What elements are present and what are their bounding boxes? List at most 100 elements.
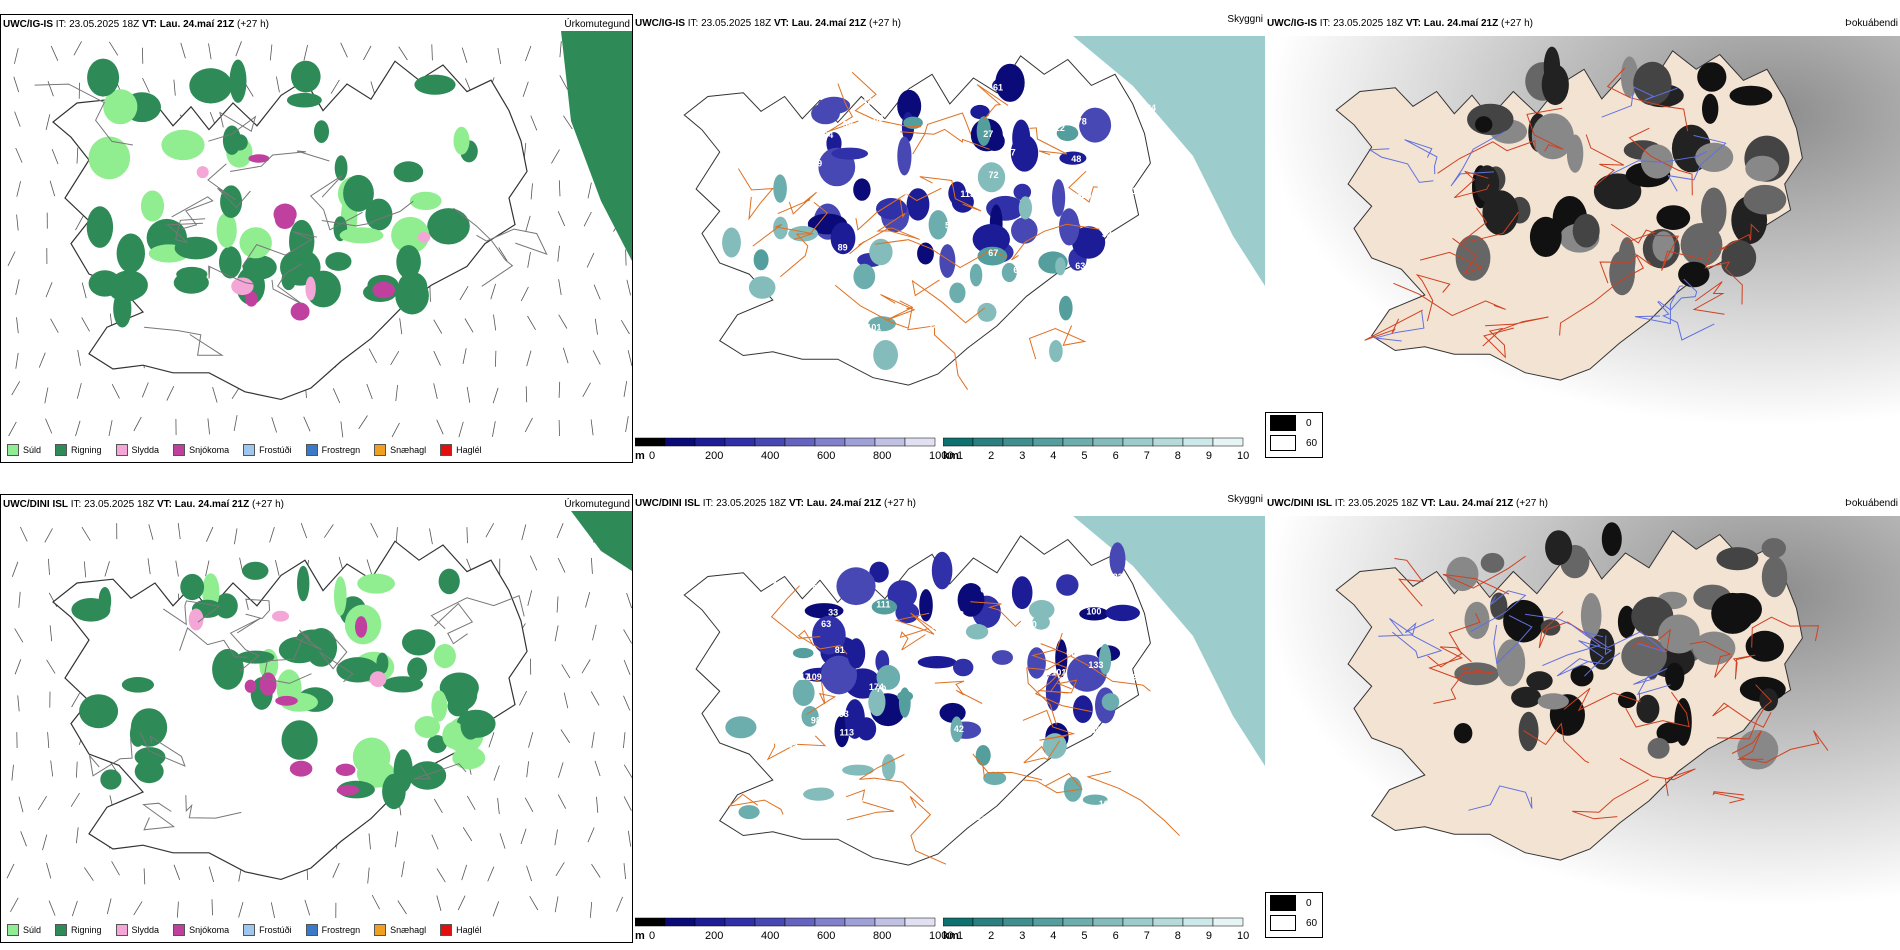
wind-barb [180, 42, 186, 59]
colorbar-swatch [664, 437, 696, 447]
wind-barb [592, 624, 597, 641]
precip-area [245, 291, 258, 307]
precip-area [1658, 614, 1700, 654]
precip-area [1702, 93, 1719, 124]
wind-barb [395, 384, 398, 401]
ceiling-value-label: 267 [863, 624, 878, 634]
colorbar-swatch [1092, 437, 1124, 447]
road-line [880, 294, 916, 321]
panel-header: UWC/DINI ISL IT: 23.05.2025 18Z VT: Lau.… [3, 497, 632, 513]
precip-area [414, 74, 456, 95]
road-line [970, 601, 1022, 628]
road-line [1031, 632, 1068, 693]
panel-title: Úrkomutegund [564, 19, 630, 30]
colorbar-swatch [1092, 917, 1124, 927]
precip-area [1545, 530, 1573, 566]
precip-area [1011, 217, 1038, 244]
wind-barb [303, 416, 311, 432]
road-line [1619, 757, 1696, 797]
ceiling-value-label: 72 [933, 796, 943, 806]
init-time: 23.05.2025 18Z [69, 19, 140, 30]
wind-barb [521, 524, 527, 541]
colorbar-swatch [1152, 437, 1184, 447]
precip-area [352, 737, 391, 777]
precip-legend-label: Snjókoma [189, 925, 230, 935]
colorbar-swatch [943, 437, 974, 447]
precip-area [391, 216, 430, 254]
road-line [309, 175, 363, 231]
fog-panel-top: UWC/IG-IS IT: 23.05.2025 18Z VT: Lau. 24… [1265, 14, 1900, 463]
wind-barb [366, 383, 373, 400]
wind-barb [14, 628, 24, 643]
visibility-colorbar: km 1 2 3 4 5 6 7 8 9 10 [943, 916, 1263, 942]
precip-area [1011, 576, 1033, 610]
wind-barb [46, 862, 52, 879]
wind-barb [208, 43, 212, 60]
precip-area [1601, 522, 1622, 556]
precip-area [71, 598, 111, 622]
ceiling-value-label: 44 [1070, 801, 1080, 811]
wind-barb [461, 864, 468, 881]
road-line [1038, 679, 1078, 694]
precip-area [897, 89, 922, 123]
colorbar-swatch [844, 437, 876, 447]
precip-area [970, 104, 990, 120]
road-line [1468, 785, 1533, 811]
lead-time: (+27 h) [252, 499, 284, 510]
ceiling-value-label: 117 [796, 672, 811, 682]
fog-legend-row: 60 [1266, 913, 1322, 933]
precip-area [1665, 662, 1685, 691]
precip-area [1475, 165, 1500, 203]
road-line [1739, 730, 1829, 764]
precip-legend-label: Súld [23, 925, 42, 935]
precip-area [297, 565, 310, 602]
colorbar-swatch [724, 437, 756, 447]
wind-barb [6, 863, 15, 879]
precip-area [1454, 662, 1499, 686]
wind-barb [623, 863, 626, 880]
road-line [1653, 234, 1703, 271]
precip-legend-item: Súld [7, 444, 41, 456]
ceiling-value-label: 122 [988, 764, 1003, 774]
colorbar-swatch [784, 917, 816, 927]
wind-barb [623, 629, 632, 644]
colorbar-unit: km [943, 450, 959, 462]
fog-legend: 0 60 [1265, 412, 1323, 458]
precip-area [917, 242, 934, 265]
wind-barb [401, 861, 405, 878]
precip-area [1621, 636, 1667, 677]
colorbar-swatch [1032, 437, 1064, 447]
precip-area [219, 246, 242, 279]
colorbar-tick-label: 1000 [929, 930, 953, 942]
precip-area [847, 638, 866, 669]
precip-area [868, 316, 896, 332]
precip-legend-item: Frostúði [243, 444, 292, 456]
road-line [779, 233, 814, 278]
wind-barb [51, 148, 59, 165]
wind-barb [527, 251, 531, 268]
road-line [912, 112, 972, 155]
ceiling-value-label: 55 [984, 690, 994, 700]
panel-title: Úrkomutegund [564, 499, 630, 510]
wind-barb [429, 528, 433, 545]
precip-area [396, 245, 421, 279]
wind-barb [625, 416, 629, 432]
precip-area [881, 754, 896, 781]
wind-barb [581, 659, 591, 674]
wind-barb [436, 895, 442, 912]
precip-area [812, 615, 846, 655]
road-line [1657, 301, 1715, 341]
precip-area [355, 616, 368, 638]
road-line [1415, 273, 1451, 322]
precip-area [445, 678, 478, 711]
ceiling-value-label: 54 [1022, 320, 1032, 330]
precip-area [1695, 142, 1734, 172]
precip-area [259, 672, 277, 696]
precip-area [121, 677, 154, 693]
precip-area [939, 244, 956, 278]
wind-barb [49, 625, 53, 642]
wind-barb [177, 901, 179, 918]
precip-area [161, 129, 205, 161]
precip-area [393, 161, 424, 183]
colorbar-swatch [904, 437, 936, 447]
